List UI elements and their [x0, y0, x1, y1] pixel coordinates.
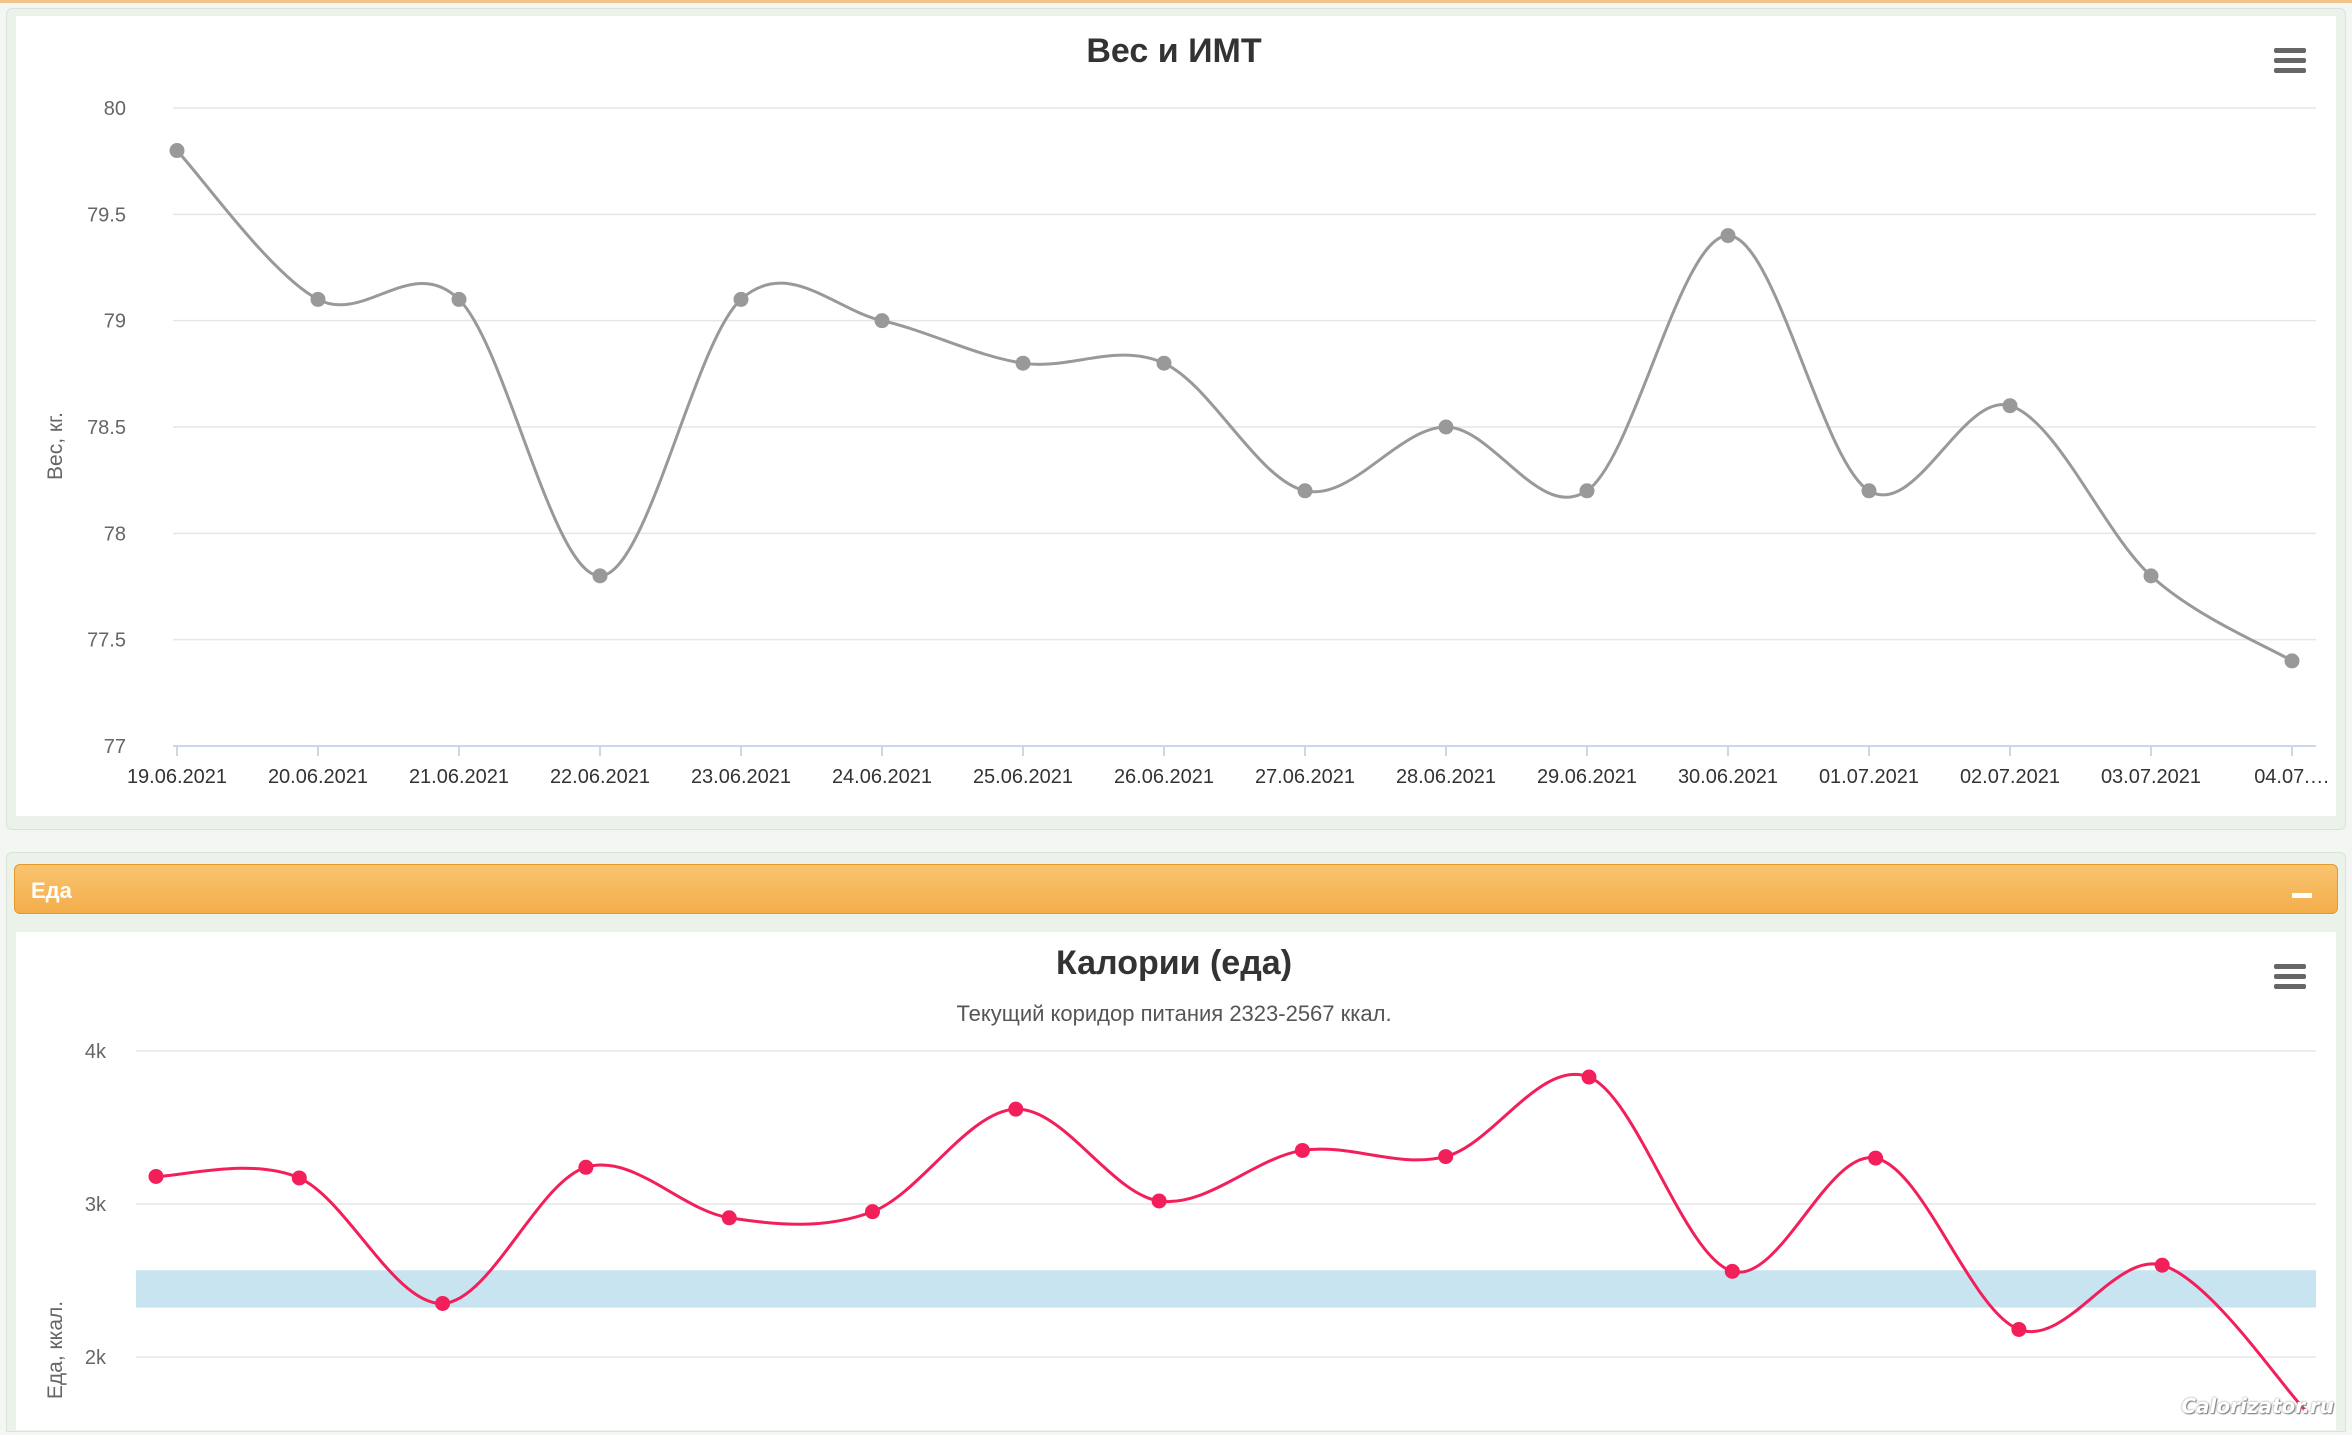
food-data-point: [721, 1210, 737, 1226]
food-y-tick-labels: 2k 3k 4k: [85, 1041, 107, 1369]
food-data-point: [1151, 1193, 1167, 1209]
food-chart-menu-button[interactable]: [2272, 962, 2308, 992]
food-chart-title: Калории (еда): [1056, 944, 1292, 982]
food-series-points: [148, 1069, 2170, 1337]
food-chart-card: Калории (еда) Текущий коридор питания 23…: [16, 932, 2336, 1430]
watermark: Calorizator.ru: [2181, 1394, 2334, 1418]
weight-data-point: [310, 291, 326, 307]
weight-y-tick: 78: [104, 523, 126, 545]
food-y-tick: 4k: [85, 1041, 107, 1063]
food-section-title: Еда: [31, 878, 72, 903]
weight-y-tick: 79: [104, 311, 126, 333]
food-data-point: [435, 1295, 451, 1311]
food-y-tick: 3k: [85, 1194, 107, 1216]
weight-y-tick: 78.5: [87, 417, 126, 439]
top-edge: [0, 0, 2352, 3]
weight-x-tick: 28.06.2021: [1396, 766, 1496, 788]
food-data-point: [291, 1170, 307, 1186]
hamburger-menu-icon: [2274, 964, 2306, 969]
weight-data-point: [1156, 355, 1172, 371]
food-corridor-band: [136, 1270, 2316, 1308]
food-data-point: [148, 1168, 164, 1184]
food-gridlines: [136, 1050, 2316, 1358]
hamburger-menu-icon-bar: [2274, 974, 2306, 979]
collapse-button[interactable]: [2289, 883, 2315, 909]
food-chart: Калории (еда) Текущий коридор питания 23…: [44, 944, 2316, 1412]
weight-x-tick: 20.06.2021: [268, 766, 368, 788]
food-data-point: [2011, 1321, 2027, 1337]
weight-x-tick: 30.06.2021: [1678, 766, 1778, 788]
food-chart-subtitle: Текущий коридор питания 2323-2567 ккал.: [956, 1001, 1391, 1026]
food-data-point: [2154, 1257, 2170, 1273]
weight-x-tick: 27.06.2021: [1255, 766, 1355, 788]
weight-data-point: [2284, 653, 2300, 669]
weight-y-tick-labels: 77 77.5 78 78.5 79 79.5 80: [87, 98, 126, 758]
weight-x-tick: 23.06.2021: [691, 766, 791, 788]
weight-gridlines: [173, 107, 2316, 756]
weight-series-line: [175, 149, 2293, 663]
weight-x-tick: 19.06.2021: [127, 766, 227, 788]
weight-data-point: [451, 291, 467, 307]
food-data-point: [578, 1159, 594, 1175]
weight-x-tick: 04.07.…: [2254, 766, 2330, 788]
weight-chart-card: Вес и ИМТ Вес, кг. 77 77.5 78 78.5 79 79.5 80 …: [16, 16, 2336, 816]
hamburger-menu-icon-bar: [2274, 984, 2306, 989]
weight-data-point: [1438, 419, 1454, 435]
weight-chart-title: Вес и ИМТ: [1086, 32, 1261, 70]
food-section-header[interactable]: Еда: [14, 864, 2338, 914]
weight-x-tick: 29.06.2021: [1537, 766, 1637, 788]
hamburger-menu-icon-bar: [2274, 58, 2306, 63]
weight-data-point: [592, 568, 608, 584]
weight-chart-menu-button[interactable]: [2272, 46, 2308, 76]
weight-data-point: [874, 313, 890, 329]
weight-chart: Вес и ИМТ Вес, кг. 7777.57878.57979.580 …: [44, 32, 2330, 788]
weight-series-points: [169, 143, 2300, 669]
weight-data-point: [1297, 483, 1313, 499]
food-data-point: [1008, 1101, 1024, 1117]
weight-data-point: [2002, 398, 2018, 414]
food-data-point: [1294, 1142, 1310, 1158]
weight-y-tick: 80: [104, 98, 126, 120]
weight-data-point: [2143, 568, 2159, 584]
weight-x-tick: 01.07.2021: [1819, 766, 1919, 788]
weight-y-axis-title: Вес, кг.: [44, 412, 67, 480]
weight-x-tick: 26.06.2021: [1114, 766, 1214, 788]
weight-data-point: [1720, 228, 1736, 244]
weight-x-tick: 22.06.2021: [550, 766, 650, 788]
food-data-point: [865, 1204, 880, 1220]
weight-data-point: [1579, 483, 1595, 499]
weight-x-tick-labels: 19.06.2021 20.06.2021 21.06.2021 22.06.2021…: [127, 766, 2330, 788]
weight-y-tick: 77: [104, 736, 126, 758]
weight-data-point: [169, 143, 185, 159]
food-y-tick: 2k: [85, 1347, 107, 1369]
food-data-point: [1581, 1069, 1597, 1085]
weight-y-tick: 79.5: [87, 204, 126, 226]
food-series-line: [155, 1073, 2307, 1412]
hamburger-menu-icon-bar: [2274, 68, 2306, 73]
weight-x-tick: 03.07.2021: [2101, 766, 2201, 788]
weight-data-point: [733, 291, 749, 307]
weight-x-tick: 24.06.2021: [832, 766, 932, 788]
weight-y-tick: 77.5: [87, 630, 126, 652]
weight-x-tick: 21.06.2021: [409, 766, 509, 788]
weight-x-tick: 02.07.2021: [1960, 766, 2060, 788]
food-data-point: [1438, 1149, 1454, 1165]
weight-x-tick: 25.06.2021: [973, 766, 1073, 788]
food-data-point: [1724, 1263, 1740, 1279]
food-data-point: [1868, 1150, 1884, 1166]
weight-data-point: [1015, 355, 1031, 371]
minus-icon: [2292, 893, 2312, 898]
weight-data-point: [1861, 483, 1877, 499]
hamburger-menu-icon: [2274, 48, 2306, 53]
food-y-axis-title: Еда, ккал.: [44, 1301, 67, 1399]
